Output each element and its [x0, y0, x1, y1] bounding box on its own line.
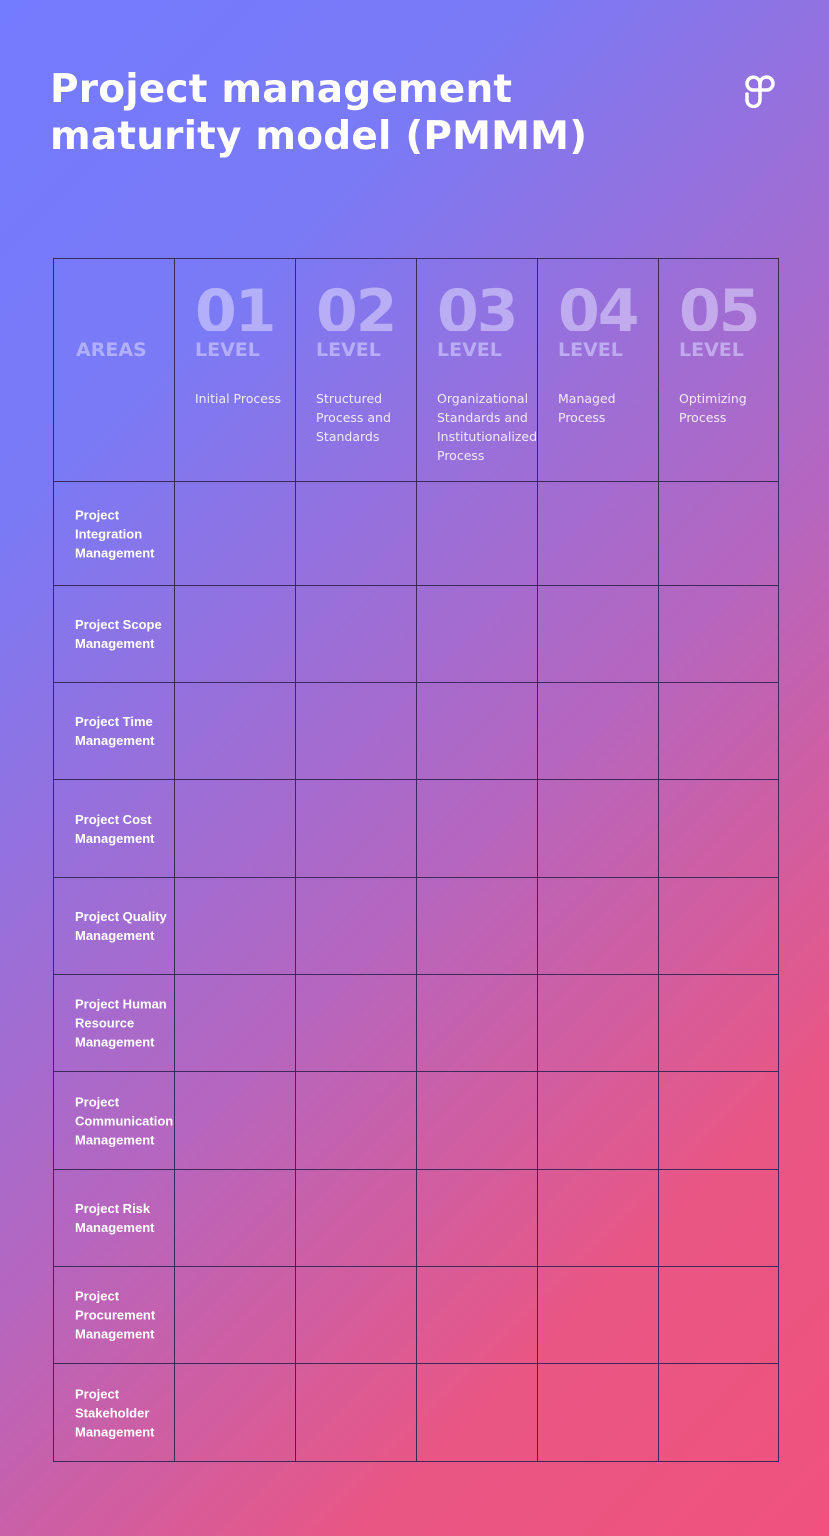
empty-level-cell: [296, 683, 417, 780]
area-cell: Project Communication Management: [54, 1072, 175, 1170]
empty-level-cell: [417, 1170, 538, 1267]
area-label: Project Time Management: [75, 714, 155, 748]
area-label: Project Communication Management: [75, 1094, 174, 1147]
empty-level-cell: [296, 975, 417, 1072]
areas-heading: AREAS: [76, 339, 147, 361]
empty-level-cell: [296, 1364, 417, 1462]
empty-level-cell: [659, 1267, 779, 1364]
level-description: Managed Process: [558, 391, 616, 425]
empty-level-cell: [659, 780, 779, 878]
area-cell: Project Integration Management: [54, 482, 175, 586]
empty-level-cell: [175, 878, 296, 975]
empty-level-cell: [538, 1170, 659, 1267]
empty-level-cell: [175, 975, 296, 1072]
empty-level-cell: [296, 878, 417, 975]
empty-level-cell: [417, 975, 538, 1072]
area-label: Project Stakeholder Management: [75, 1386, 155, 1439]
level-label: LEVEL: [679, 339, 744, 361]
empty-level-cell: [417, 586, 538, 683]
empty-level-cell: [659, 878, 779, 975]
maturity-table: AREAS 01 LEVEL Initial Process 02 LEVEL S…: [53, 258, 779, 1462]
empty-level-cell: [538, 780, 659, 878]
empty-level-cell: [296, 482, 417, 586]
area-label: Project Human Resource Management: [75, 996, 167, 1050]
empty-level-cell: [417, 780, 538, 878]
level-number: 04: [558, 281, 638, 331]
header-level-5: 05 LEVEL Optimizing Process: [659, 259, 779, 482]
area-cell: Project Time Management: [54, 683, 175, 780]
empty-level-cell: [175, 482, 296, 586]
empty-level-cell: [659, 975, 779, 1072]
level-description: Optimizing Process: [679, 391, 747, 425]
empty-level-cell: [296, 780, 417, 878]
empty-level-cell: [296, 1072, 417, 1170]
empty-level-cell: [175, 780, 296, 878]
empty-level-cell: [175, 1364, 296, 1462]
title-line-2: maturity model (PMMM): [50, 114, 588, 159]
level-number: 02: [316, 281, 396, 331]
empty-level-cell: [417, 1072, 538, 1170]
empty-level-cell: [659, 586, 779, 683]
title-line-1: Project management: [50, 67, 513, 112]
empty-level-cell: [175, 1170, 296, 1267]
empty-level-cell: [538, 683, 659, 780]
area-cell: Project Quality Management: [54, 878, 175, 975]
empty-level-cell: [417, 1364, 538, 1462]
area-label: Project Quality Management: [75, 909, 167, 943]
empty-level-cell: [175, 683, 296, 780]
empty-level-cell: [659, 482, 779, 586]
area-cell: Project Scope Management: [54, 586, 175, 683]
empty-level-cell: [417, 482, 538, 586]
empty-level-cell: [417, 1267, 538, 1364]
level-label: LEVEL: [316, 339, 381, 361]
empty-level-cell: [538, 482, 659, 586]
level-number: 03: [437, 281, 517, 331]
empty-level-cell: [296, 1267, 417, 1364]
area-cell: Project Risk Management: [54, 1170, 175, 1267]
empty-level-cell: [417, 878, 538, 975]
level-description: Structured Process and Standards: [316, 391, 391, 444]
level-label: LEVEL: [437, 339, 502, 361]
empty-level-cell: [659, 683, 779, 780]
empty-level-cell: [538, 1267, 659, 1364]
empty-level-cell: [417, 683, 538, 780]
area-cell: Project Cost Management: [54, 780, 175, 878]
empty-level-cell: [538, 975, 659, 1072]
level-number: 01: [195, 281, 275, 331]
area-cell: Project Stakeholder Management: [54, 1364, 175, 1462]
empty-level-cell: [538, 1072, 659, 1170]
page-title: Project management maturity model (PMMM): [50, 66, 587, 160]
header-areas-cell: AREAS: [54, 259, 175, 482]
header-level-1: 01 LEVEL Initial Process: [175, 259, 296, 482]
empty-level-cell: [175, 1072, 296, 1170]
empty-level-cell: [659, 1072, 779, 1170]
header-level-4: 04 LEVEL Managed Process: [538, 259, 659, 482]
level-description: Initial Process: [195, 391, 281, 406]
level-number: 05: [679, 281, 759, 331]
empty-level-cell: [659, 1364, 779, 1462]
header-level-3: 03 LEVEL Organizational Standards and In…: [417, 259, 538, 482]
brand-logo-icon: [745, 75, 775, 108]
empty-level-cell: [296, 1170, 417, 1267]
level-description: Organizational Standards and Institution…: [437, 391, 538, 463]
area-label: Project Cost Management: [75, 811, 155, 846]
empty-level-cell: [175, 586, 296, 683]
level-label: LEVEL: [195, 339, 260, 361]
header-level-2: 02 LEVEL Structured Process and Standard…: [296, 259, 417, 482]
empty-level-cell: [538, 878, 659, 975]
area-label: Project Integration Management: [75, 507, 155, 560]
area-label: Project Risk Management: [75, 1201, 155, 1235]
area-cell: Project Procurement Management: [54, 1267, 175, 1364]
level-label: LEVEL: [558, 339, 623, 361]
empty-level-cell: [296, 586, 417, 683]
empty-level-cell: [538, 1364, 659, 1462]
area-label: Project Procurement Management: [75, 1288, 156, 1342]
area-label: Project Scope Management: [75, 617, 162, 651]
area-cell: Project Human Resource Management: [54, 975, 175, 1072]
empty-level-cell: [175, 1267, 296, 1364]
empty-level-cell: [659, 1170, 779, 1267]
empty-level-cell: [538, 586, 659, 683]
